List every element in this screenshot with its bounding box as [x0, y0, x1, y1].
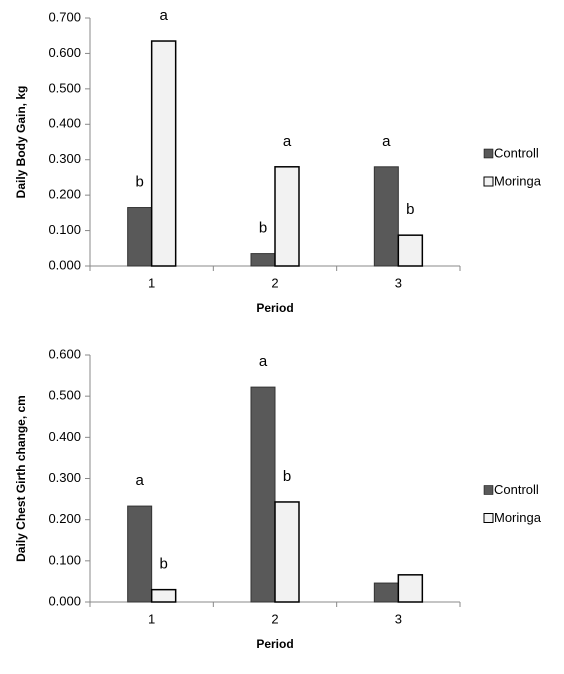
chart: Daily Body Gain, kg 0.000 0.100 0.200 0.300 0… — [14, 7, 542, 315]
chart: Daily Chest Girth change, cm 0.000 0.100 0.… — [14, 346, 542, 651]
y-tick-label: 0.100 — [48, 222, 81, 237]
y-tick-label: 0.400 — [48, 429, 81, 444]
y-tick-label: 0.100 — [48, 552, 81, 567]
bar — [127, 505, 153, 603]
significance-letter: b — [406, 201, 414, 218]
y-axis-title: Daily Body Gain, kg — [14, 86, 28, 199]
x-axis-title: Period — [256, 301, 293, 315]
legend-label: Moringa — [494, 510, 542, 525]
y-tick-label: 0.700 — [48, 9, 81, 24]
x-tick-label: 3 — [395, 611, 402, 626]
bar — [250, 386, 276, 603]
y-tick-label: 0.300 — [48, 151, 81, 166]
y-tick-label: 0.600 — [48, 45, 81, 60]
y-tick-label: 0.000 — [48, 257, 81, 272]
legend-label: Moringa — [494, 173, 542, 188]
significance-letter: a — [259, 353, 268, 370]
x-tick-label: 2 — [271, 275, 278, 290]
x-tick-label: 1 — [148, 611, 155, 626]
y-tick-label: 0.000 — [48, 593, 81, 608]
legend-swatch — [483, 485, 494, 495]
y-axis-title: Daily Chest Girth change, cm — [14, 395, 28, 562]
bar — [397, 574, 424, 603]
y-tick-label: 0.400 — [48, 116, 81, 131]
x-axis-title: Period — [256, 637, 293, 651]
bar — [250, 253, 276, 267]
y-tick-label: 0.200 — [48, 511, 81, 526]
bar — [150, 40, 177, 267]
bar — [274, 166, 300, 267]
y-tick-label: 0.200 — [48, 187, 81, 202]
legend-label: Controll — [494, 145, 539, 160]
bar — [274, 501, 300, 603]
y-tick-label: 0.500 — [48, 80, 81, 95]
significance-letter: a — [382, 133, 391, 150]
legend-swatch — [483, 148, 494, 159]
significance-letter: a — [283, 133, 292, 150]
significance-letter: b — [159, 556, 167, 573]
x-tick-label: 1 — [148, 275, 155, 290]
y-tick-label: 0.500 — [48, 388, 81, 403]
bar — [373, 582, 399, 603]
significance-letter: b — [135, 174, 143, 191]
legend-swatch — [483, 176, 494, 187]
significance-letter: b — [259, 220, 267, 237]
bar — [150, 588, 177, 603]
significance-letter: b — [283, 468, 291, 485]
significance-letter: a — [135, 472, 144, 489]
x-tick-label: 3 — [395, 275, 402, 290]
bar — [397, 234, 424, 267]
significance-letter: a — [159, 7, 168, 24]
x-tick-label: 2 — [271, 611, 278, 626]
legend-swatch — [483, 513, 494, 523]
legend-label: Controll — [494, 482, 539, 497]
y-tick-label: 0.600 — [48, 346, 81, 361]
bar — [127, 207, 153, 267]
y-tick-label: 0.300 — [48, 470, 81, 485]
bar — [373, 166, 399, 267]
